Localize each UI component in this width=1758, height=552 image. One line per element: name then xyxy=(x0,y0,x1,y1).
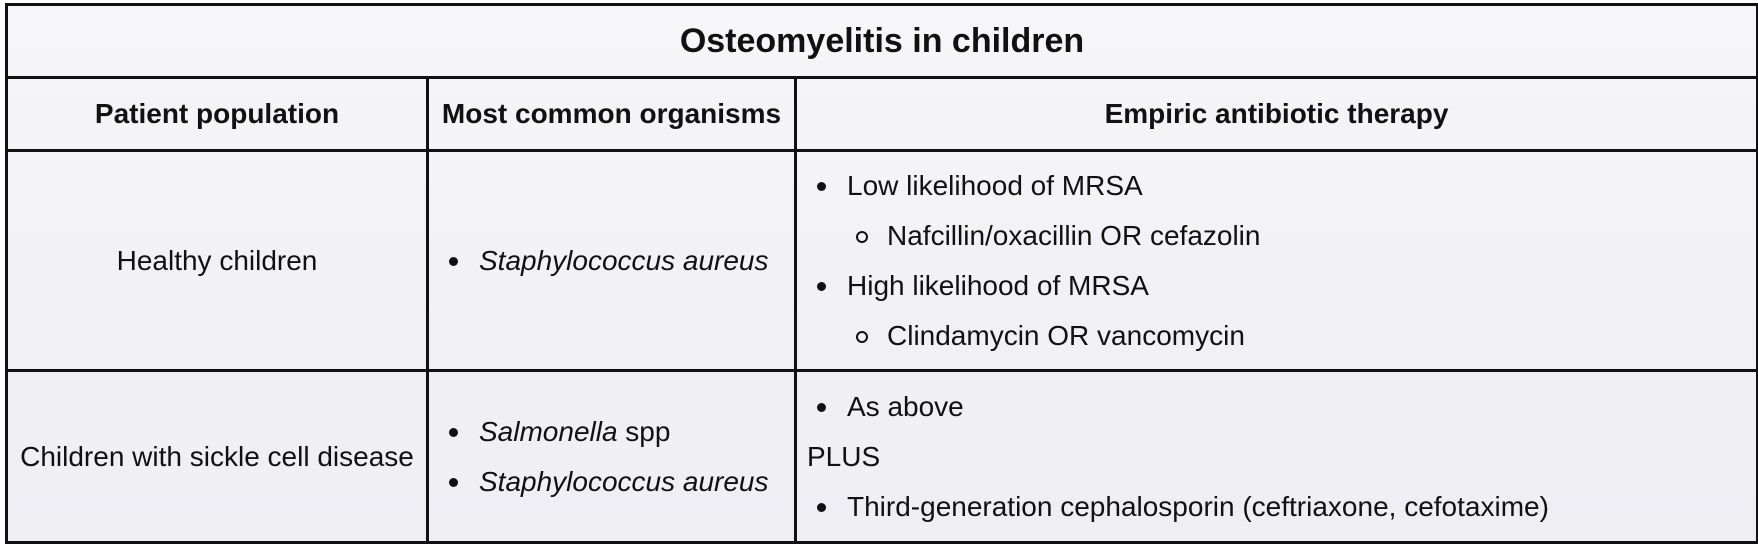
therapy-list: As above xyxy=(807,382,1756,432)
therapy-subitem: Nafcillin/oxacillin OR cefazolin xyxy=(807,211,1756,261)
table-frame: Osteomyelitis in children Patient popula… xyxy=(5,3,1758,548)
organisms-cell: Staphylococcus aureus xyxy=(426,149,797,372)
osteomyelitis-table: Osteomyelitis in children Patient popula… xyxy=(5,3,1758,544)
population-cell: Children with sickle cell disease xyxy=(5,369,429,544)
header-empiric-antibiotic-therapy: Empiric antibiotic therapy xyxy=(794,76,1758,152)
therapy-list: Low likelihood of MRSA Nafcillin/oxacill… xyxy=(807,161,1756,361)
population-cell: Healthy children xyxy=(5,149,429,372)
organism-list: Salmonella spp Staphylococcus aureus xyxy=(439,407,794,507)
organism-name: Staphylococcus aureus xyxy=(479,465,769,497)
therapy-item: High likelihood of MRSA xyxy=(807,261,1756,311)
therapy-cell: As above PLUS Third-generation cephalosp… xyxy=(794,369,1758,544)
table-row: Healthy children Staphylococcus aureus L… xyxy=(5,149,1758,372)
organism-item: Salmonella spp xyxy=(439,407,794,457)
organisms-cell: Salmonella spp Staphylococcus aureus xyxy=(426,369,797,544)
organism-item: Staphylococcus aureus xyxy=(439,236,794,286)
header-patient-population: Patient population xyxy=(5,76,429,152)
therapy-subitem: Clindamycin OR vancomycin xyxy=(807,311,1756,361)
therapy-plus-label: PLUS xyxy=(807,440,881,472)
organism-name: Staphylococcus aureus xyxy=(479,244,769,276)
table-title: Osteomyelitis in children xyxy=(5,3,1758,79)
organism-item: Staphylococcus aureus xyxy=(439,457,794,507)
organism-list: Staphylococcus aureus xyxy=(439,236,794,286)
table-row: Children with sickle cell disease Salmon… xyxy=(5,369,1758,544)
organism-suffix: spp xyxy=(617,415,671,447)
therapy-item: Low likelihood of MRSA xyxy=(807,161,1756,211)
header-most-common-organisms: Most common organisms xyxy=(426,76,797,152)
organism-name: Salmonella xyxy=(479,415,618,447)
therapy-item: Third-generation cephalosporin (ceftriax… xyxy=(807,482,1756,532)
therapy-list: Third-generation cephalosporin (ceftriax… xyxy=(807,482,1756,532)
therapy-cell: Low likelihood of MRSA Nafcillin/oxacill… xyxy=(794,149,1758,372)
therapy-item: As above xyxy=(807,382,1756,432)
